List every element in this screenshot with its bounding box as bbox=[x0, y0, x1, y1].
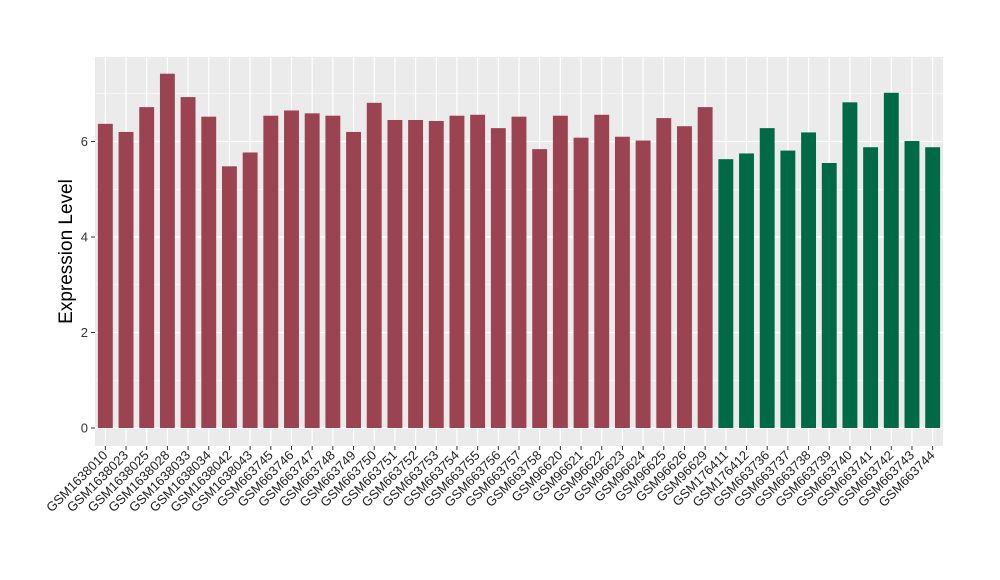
y-axis-ticks: 0 2 4 6 bbox=[81, 134, 95, 436]
bar-GSM663752 bbox=[408, 120, 424, 428]
bar-GSM96621 bbox=[573, 137, 589, 428]
bar-GSM1638028 bbox=[159, 73, 175, 428]
y-tick-label: 4 bbox=[81, 230, 88, 245]
bar-GSM663743 bbox=[904, 141, 920, 428]
bar-GSM663756 bbox=[490, 128, 506, 428]
bar-GSM663739 bbox=[821, 162, 837, 429]
bar-GSM663736 bbox=[759, 128, 775, 428]
bar-GSM1638034 bbox=[201, 116, 217, 429]
y-axis-title: Expression Level bbox=[56, 179, 77, 324]
bar-GSM96622 bbox=[594, 114, 610, 428]
bar-GSM663741 bbox=[863, 147, 879, 429]
bar-GSM176412 bbox=[739, 153, 754, 428]
bar-GSM1638010 bbox=[97, 123, 113, 428]
bar-GSM663744 bbox=[925, 147, 941, 429]
bar-GSM663750 bbox=[366, 102, 382, 428]
x-axis-ticks: GSM1638010GSM1638023GSM1638025GSM1638028… bbox=[43, 446, 938, 515]
bar-GSM176411 bbox=[718, 159, 734, 429]
bar-GSM663753 bbox=[428, 120, 444, 428]
bar-GSM663754 bbox=[449, 115, 465, 429]
bar-GSM1638043 bbox=[242, 152, 258, 429]
bar-GSM96625 bbox=[656, 118, 672, 428]
bar-GSM663747 bbox=[304, 113, 320, 428]
bar-GSM1638023 bbox=[118, 131, 134, 428]
bar-GSM1638033 bbox=[180, 97, 196, 428]
y-tick-label: 6 bbox=[81, 134, 88, 149]
bar-GSM663740 bbox=[842, 102, 858, 428]
bar-GSM1638025 bbox=[139, 107, 155, 429]
bar-GSM663749 bbox=[346, 131, 361, 428]
bar-GSM663758 bbox=[532, 149, 548, 428]
bar-GSM663748 bbox=[325, 115, 341, 429]
bar-GSM663738 bbox=[801, 132, 817, 428]
bar-GSM96629 bbox=[697, 107, 713, 429]
bar-GSM96626 bbox=[677, 126, 692, 428]
bar-GSM663746 bbox=[284, 110, 299, 429]
bar-GSM96620 bbox=[552, 115, 568, 429]
bar-GSM663751 bbox=[387, 120, 403, 428]
bar-GSM96624 bbox=[635, 140, 651, 429]
bar-GSM1638042 bbox=[221, 166, 237, 428]
y-tick-label: 2 bbox=[81, 325, 88, 340]
bar-GSM663745 bbox=[263, 115, 279, 429]
bar-GSM663755 bbox=[470, 114, 486, 428]
bar-GSM663742 bbox=[883, 92, 899, 429]
bar-GSM663757 bbox=[511, 116, 527, 429]
y-tick-label: 0 bbox=[81, 421, 88, 436]
bars bbox=[97, 73, 941, 429]
bar-GSM96623 bbox=[614, 136, 630, 429]
bar-GSM663737 bbox=[780, 150, 796, 428]
